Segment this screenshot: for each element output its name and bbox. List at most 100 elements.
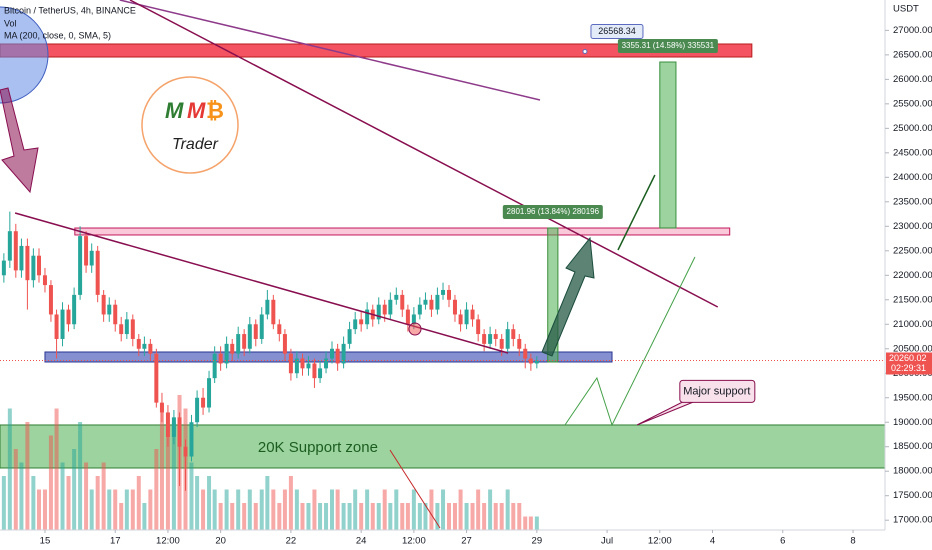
volume-bar bbox=[207, 476, 212, 530]
trendline bbox=[129, 0, 719, 308]
x-tick-label: Jul bbox=[601, 536, 613, 547]
candle-body bbox=[230, 343, 235, 354]
price-note-point bbox=[582, 49, 588, 55]
volume-bar bbox=[171, 422, 176, 530]
candle-body bbox=[130, 319, 135, 339]
volume-bar bbox=[1, 476, 6, 530]
candle-body bbox=[36, 255, 41, 276]
candle-body bbox=[195, 397, 200, 423]
volume-bar bbox=[36, 489, 41, 530]
volume-bar bbox=[25, 422, 30, 530]
candle-body bbox=[534, 360, 539, 364]
price-note-bg bbox=[590, 24, 644, 40]
candle-body bbox=[224, 343, 229, 364]
volume-bar bbox=[48, 435, 53, 530]
candle-body bbox=[493, 334, 498, 339]
candle-body bbox=[359, 319, 364, 325]
volume-bar bbox=[417, 503, 422, 530]
volume-bar bbox=[195, 476, 200, 530]
trendline bbox=[617, 174, 656, 251]
candle-body bbox=[499, 338, 504, 349]
volume-bar bbox=[341, 503, 346, 530]
y-tick-label: 22000.00 bbox=[893, 270, 932, 281]
volume-bar bbox=[446, 503, 451, 530]
volume-bar bbox=[493, 503, 498, 530]
candle-body bbox=[159, 402, 164, 413]
volume-bar bbox=[528, 516, 533, 530]
candle-body bbox=[42, 275, 47, 286]
symbol-header: Bitcoin / TetherUS, 4h, BINANCE bbox=[4, 5, 136, 15]
logo-coin: ₿ bbox=[206, 98, 224, 123]
candle-body bbox=[464, 309, 469, 325]
volume-bar bbox=[300, 503, 305, 530]
volume-bar bbox=[7, 408, 12, 530]
candle-body bbox=[458, 314, 463, 325]
candle-body bbox=[288, 353, 293, 374]
measure-box bbox=[659, 61, 677, 229]
callout-bg bbox=[679, 379, 756, 403]
candle-body bbox=[405, 309, 410, 325]
volume-bar bbox=[441, 489, 446, 530]
candle-body bbox=[101, 294, 106, 315]
candle-body bbox=[136, 338, 141, 349]
zone bbox=[0, 424, 886, 469]
logo-m: M bbox=[187, 98, 206, 123]
volume-bar bbox=[505, 489, 510, 530]
y-tick-label: 19500.00 bbox=[893, 392, 932, 403]
volume-bar bbox=[60, 462, 65, 530]
candle-body bbox=[271, 299, 276, 325]
candle-body bbox=[365, 309, 370, 325]
x-tick-label: 4 bbox=[710, 536, 715, 547]
candle-body bbox=[335, 348, 340, 364]
touch-marker bbox=[408, 322, 422, 336]
volume-bar bbox=[165, 435, 170, 530]
volume-bar bbox=[388, 503, 393, 530]
candle-body bbox=[107, 304, 112, 315]
volume-bar bbox=[523, 516, 528, 530]
y-tick-label: 24500.00 bbox=[893, 147, 932, 158]
volume-bar bbox=[54, 408, 59, 530]
measure-label: 2801.96 (13.84%) 280196 bbox=[507, 207, 600, 216]
candle-body bbox=[13, 231, 18, 271]
x-tick-label: 20 bbox=[215, 536, 226, 547]
candle-body bbox=[517, 338, 522, 349]
candle-body bbox=[429, 299, 434, 310]
y-tick-label: 24000.00 bbox=[893, 172, 932, 183]
candle-body bbox=[142, 343, 147, 349]
volume-bar bbox=[247, 489, 252, 530]
candle-body bbox=[330, 348, 335, 359]
ma-label: MA (200, close, 0, SMA, 5) bbox=[4, 30, 111, 40]
candle-body bbox=[435, 294, 440, 310]
candle-body bbox=[353, 319, 358, 330]
candle-body bbox=[165, 412, 170, 437]
candle-body bbox=[441, 289, 446, 295]
candle-body bbox=[236, 334, 241, 354]
candle-body bbox=[247, 324, 252, 349]
price-axis bbox=[885, 0, 932, 550]
volume-bar bbox=[130, 489, 135, 530]
candle-body bbox=[189, 422, 194, 457]
zone bbox=[0, 43, 753, 58]
trendline bbox=[119, 0, 541, 101]
x-tick-label: 22 bbox=[286, 536, 297, 547]
candle-body bbox=[312, 363, 317, 379]
volume-bar bbox=[236, 489, 241, 530]
volume-bar bbox=[470, 503, 475, 530]
zone bbox=[74, 227, 731, 236]
volume-bar bbox=[435, 503, 440, 530]
candle-body bbox=[25, 245, 30, 281]
candle-body bbox=[294, 358, 299, 374]
volume-bar bbox=[312, 489, 317, 530]
x-tick-label: 8 bbox=[850, 536, 855, 547]
volume-bar bbox=[89, 489, 94, 530]
last-price-badge bbox=[886, 352, 932, 375]
volume-bar bbox=[66, 476, 71, 530]
y-tick-label: 25000.00 bbox=[893, 123, 932, 134]
candle-body bbox=[382, 304, 387, 315]
candle-body bbox=[259, 314, 264, 339]
volume-bar bbox=[189, 462, 194, 530]
y-tick-label: 20500.00 bbox=[893, 343, 932, 354]
zone bbox=[44, 351, 613, 363]
volume-bar bbox=[324, 503, 329, 530]
